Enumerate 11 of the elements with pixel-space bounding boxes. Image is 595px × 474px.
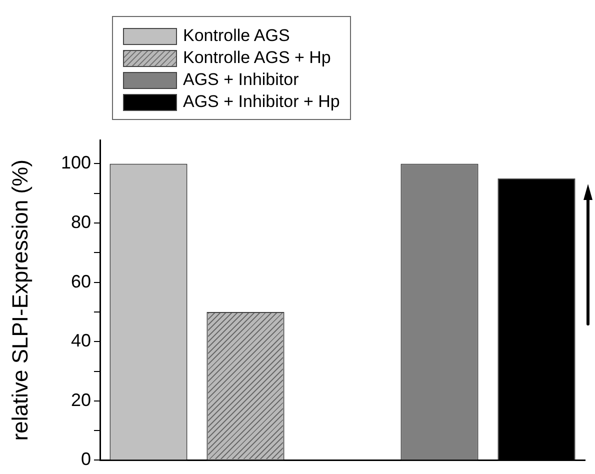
y-tick-label: 40 <box>70 330 91 351</box>
legend-label: Kontrolle AGS <box>183 25 290 47</box>
y-tick-label: 0 <box>80 449 91 470</box>
legend-label: AGS + Inhibitor + Hp <box>183 91 340 113</box>
y-axis-title: relative SLPI-Expression (%) <box>7 159 32 441</box>
y-tick-label: 60 <box>70 271 91 292</box>
y-tick-label: 80 <box>70 212 91 232</box>
legend-label: AGS + Inhibitor <box>183 69 299 91</box>
y-tick-label: 100 <box>60 152 91 173</box>
y-tick-label: 20 <box>70 390 91 410</box>
legend-label: Kontrolle AGS + Hp <box>183 47 331 69</box>
